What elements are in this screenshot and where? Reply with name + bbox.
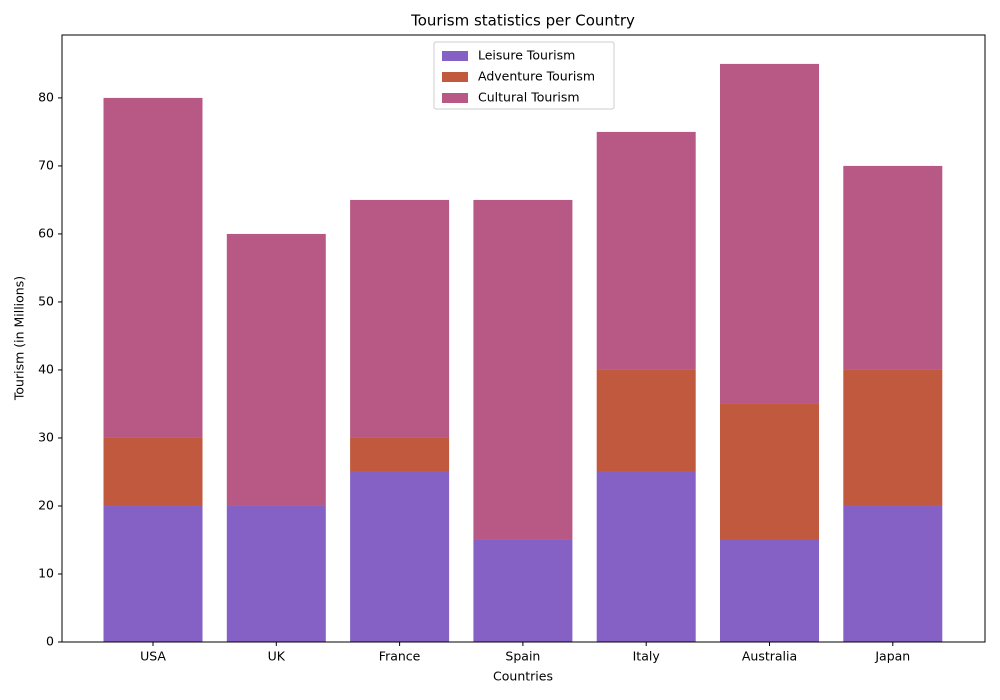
y-tick-label: 60: [38, 225, 54, 240]
chart-title: Tourism statistics per Country: [410, 12, 635, 30]
x-tick-label: Italy: [633, 649, 661, 664]
bar-segment: [350, 199, 450, 438]
x-tick-label: Spain: [505, 649, 540, 664]
bar-segment: [473, 539, 573, 642]
y-tick-label: 0: [46, 634, 54, 649]
bar-segment: [103, 97, 203, 438]
plot-frame: [61, 34, 986, 643]
x-tick-label: Australia: [742, 649, 797, 664]
y-tick-label: 80: [38, 89, 54, 104]
bar-segment: [720, 403, 819, 540]
x-tick-label: UK: [268, 649, 286, 664]
legend-swatch: [442, 72, 468, 82]
y-tick-label: 50: [38, 293, 54, 308]
legend-label: Adventure Tourism: [478, 69, 595, 84]
y-tick-label: 30: [38, 429, 54, 444]
bar-segment: [350, 437, 450, 472]
bar-segment: [720, 539, 819, 642]
bar-segment: [226, 505, 326, 642]
x-tick-label: USA: [140, 649, 166, 664]
x-tick-label: Japan: [874, 649, 910, 664]
y-tick-label: 40: [38, 361, 54, 376]
x-tick-label: France: [379, 649, 421, 664]
bar-segment: [103, 505, 203, 642]
bar-segment: [720, 63, 819, 404]
y-axis-label: Tourism (in Millions): [12, 276, 27, 401]
bar-segment: [350, 471, 450, 642]
bar-segment: [596, 369, 696, 472]
bar-segment: [473, 199, 573, 540]
legend-label: Cultural Tourism: [478, 90, 580, 105]
bar-segment: [226, 233, 326, 506]
bar-segment: [843, 165, 943, 370]
bar-segment: [103, 437, 203, 506]
x-axis-label: Countries: [493, 669, 553, 684]
legend-swatch: [442, 51, 468, 61]
y-tick-label: 10: [38, 565, 54, 580]
legend-swatch: [442, 93, 468, 103]
y-tick-label: 20: [38, 497, 54, 512]
legend-box: [433, 41, 615, 110]
bar-segment: [843, 369, 943, 506]
bar-segment: [596, 471, 696, 642]
bar-segment: [843, 505, 943, 642]
y-tick-label: 70: [38, 157, 54, 172]
legend-label: Leisure Tourism: [478, 48, 575, 63]
bar-segment: [596, 131, 696, 370]
